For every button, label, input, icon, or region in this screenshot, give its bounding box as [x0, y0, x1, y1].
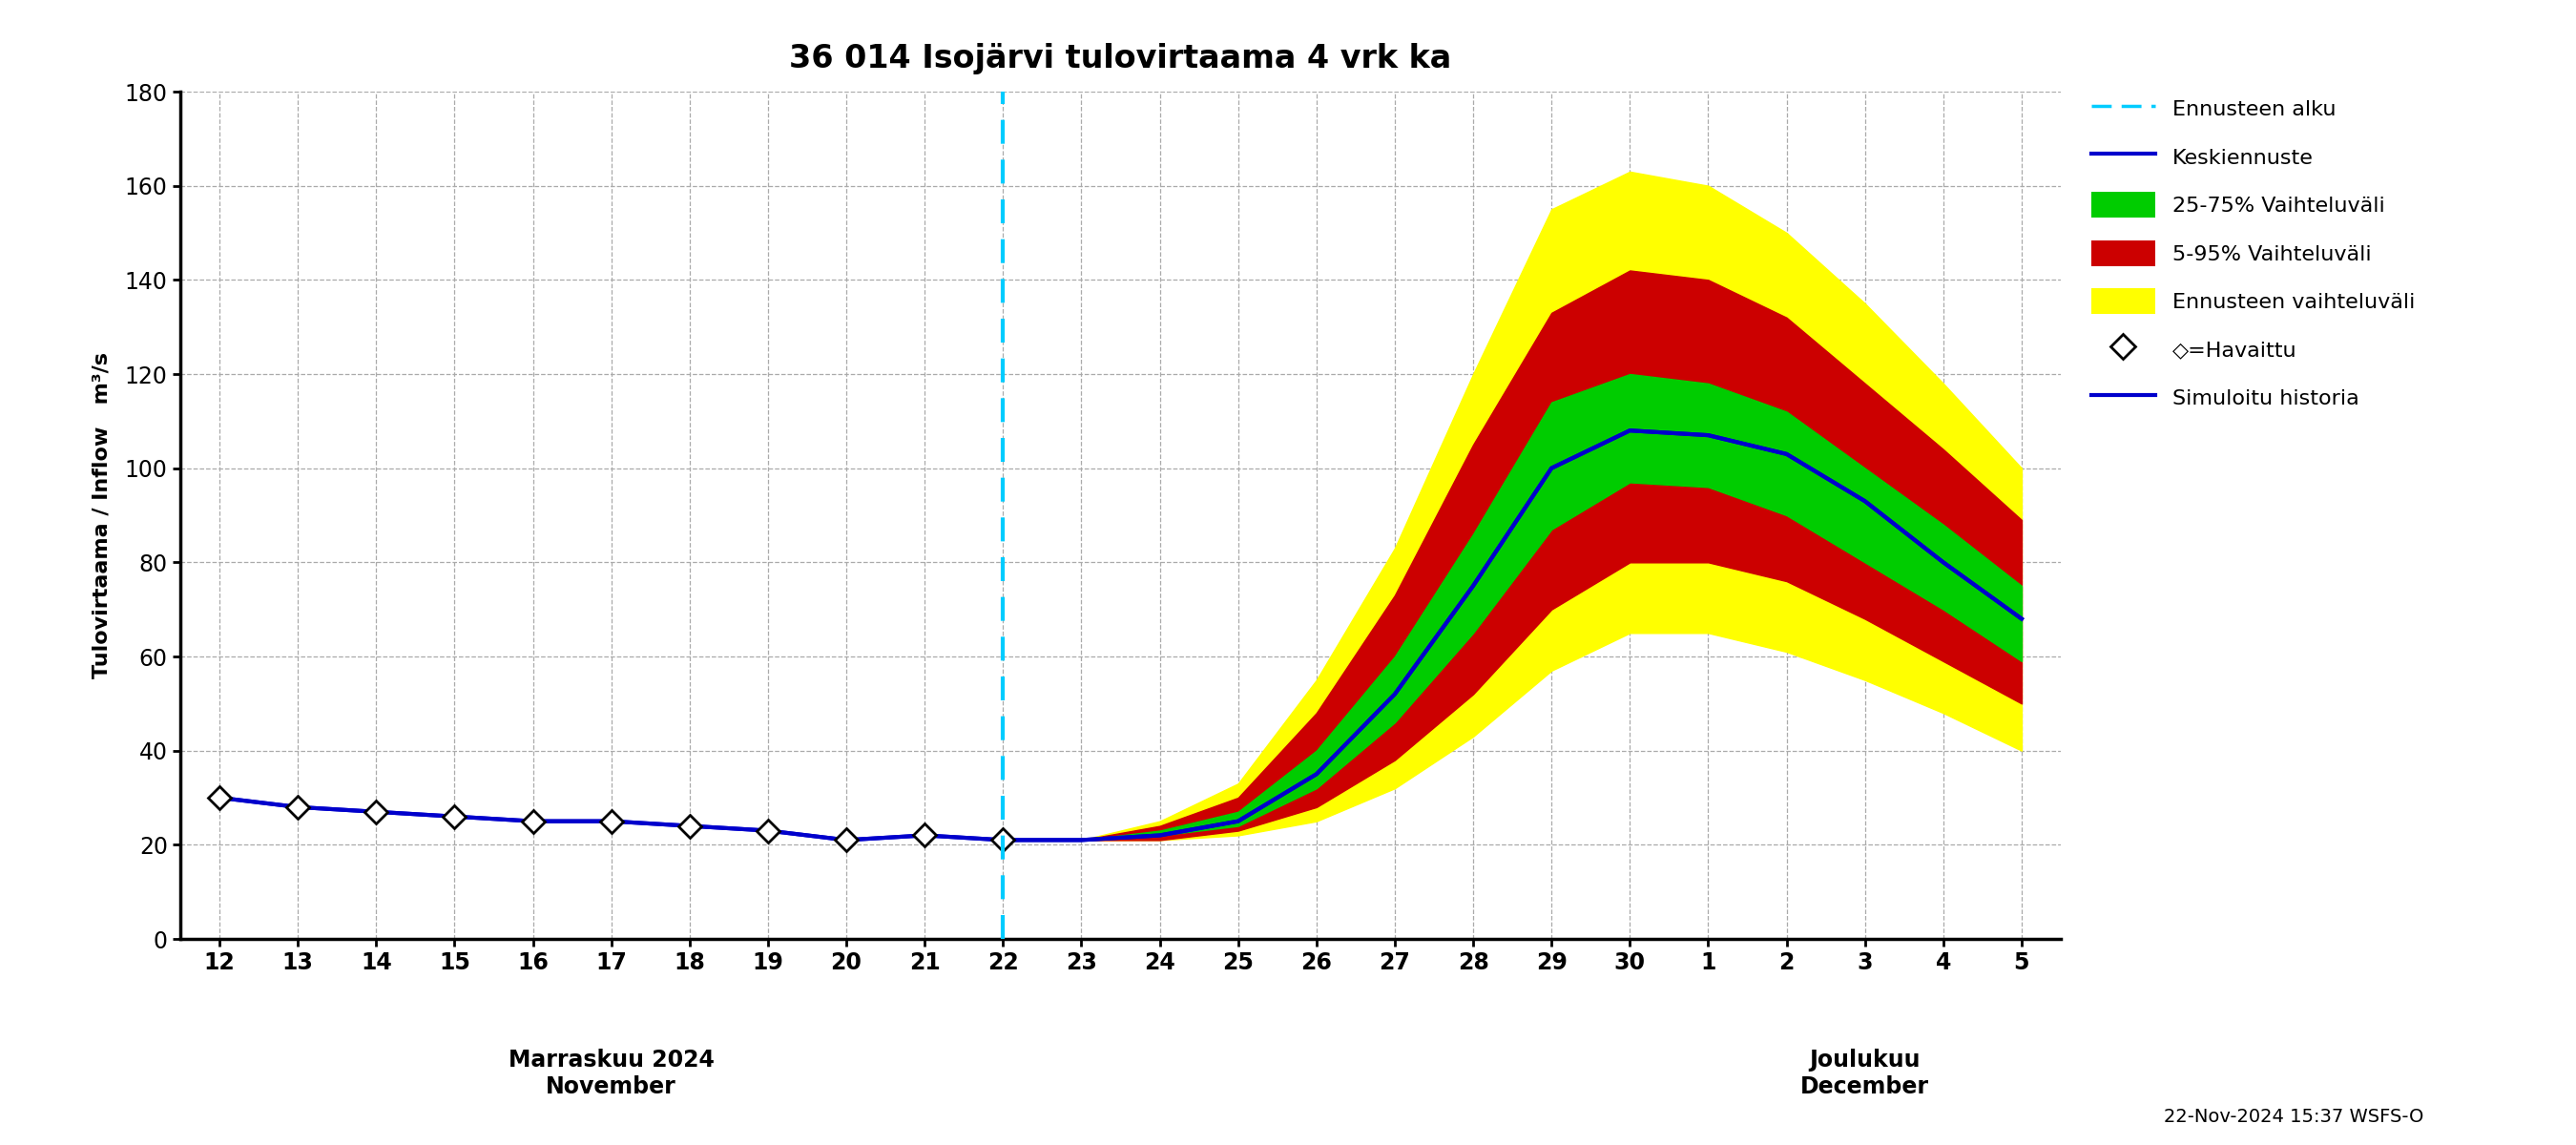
Text: Joulukuu
December: Joulukuu December	[1801, 1049, 1929, 1098]
Y-axis label: Tulovirtaama / Inflow   m³/s: Tulovirtaama / Inflow m³/s	[93, 353, 111, 678]
Legend: Ennusteen alku, Keskiennuste, 25-75% Vaihteluväli, 5-95% Vaihteluväli, Ennusteen: Ennusteen alku, Keskiennuste, 25-75% Vai…	[2081, 85, 2424, 421]
Text: Marraskuu 2024
November: Marraskuu 2024 November	[507, 1049, 714, 1098]
Title: 36 014 Isojärvi tulovirtaama 4 vrk ka: 36 014 Isojärvi tulovirtaama 4 vrk ka	[788, 42, 1453, 74]
Text: 22-Nov-2024 15:37 WSFS-O: 22-Nov-2024 15:37 WSFS-O	[2164, 1108, 2424, 1126]
